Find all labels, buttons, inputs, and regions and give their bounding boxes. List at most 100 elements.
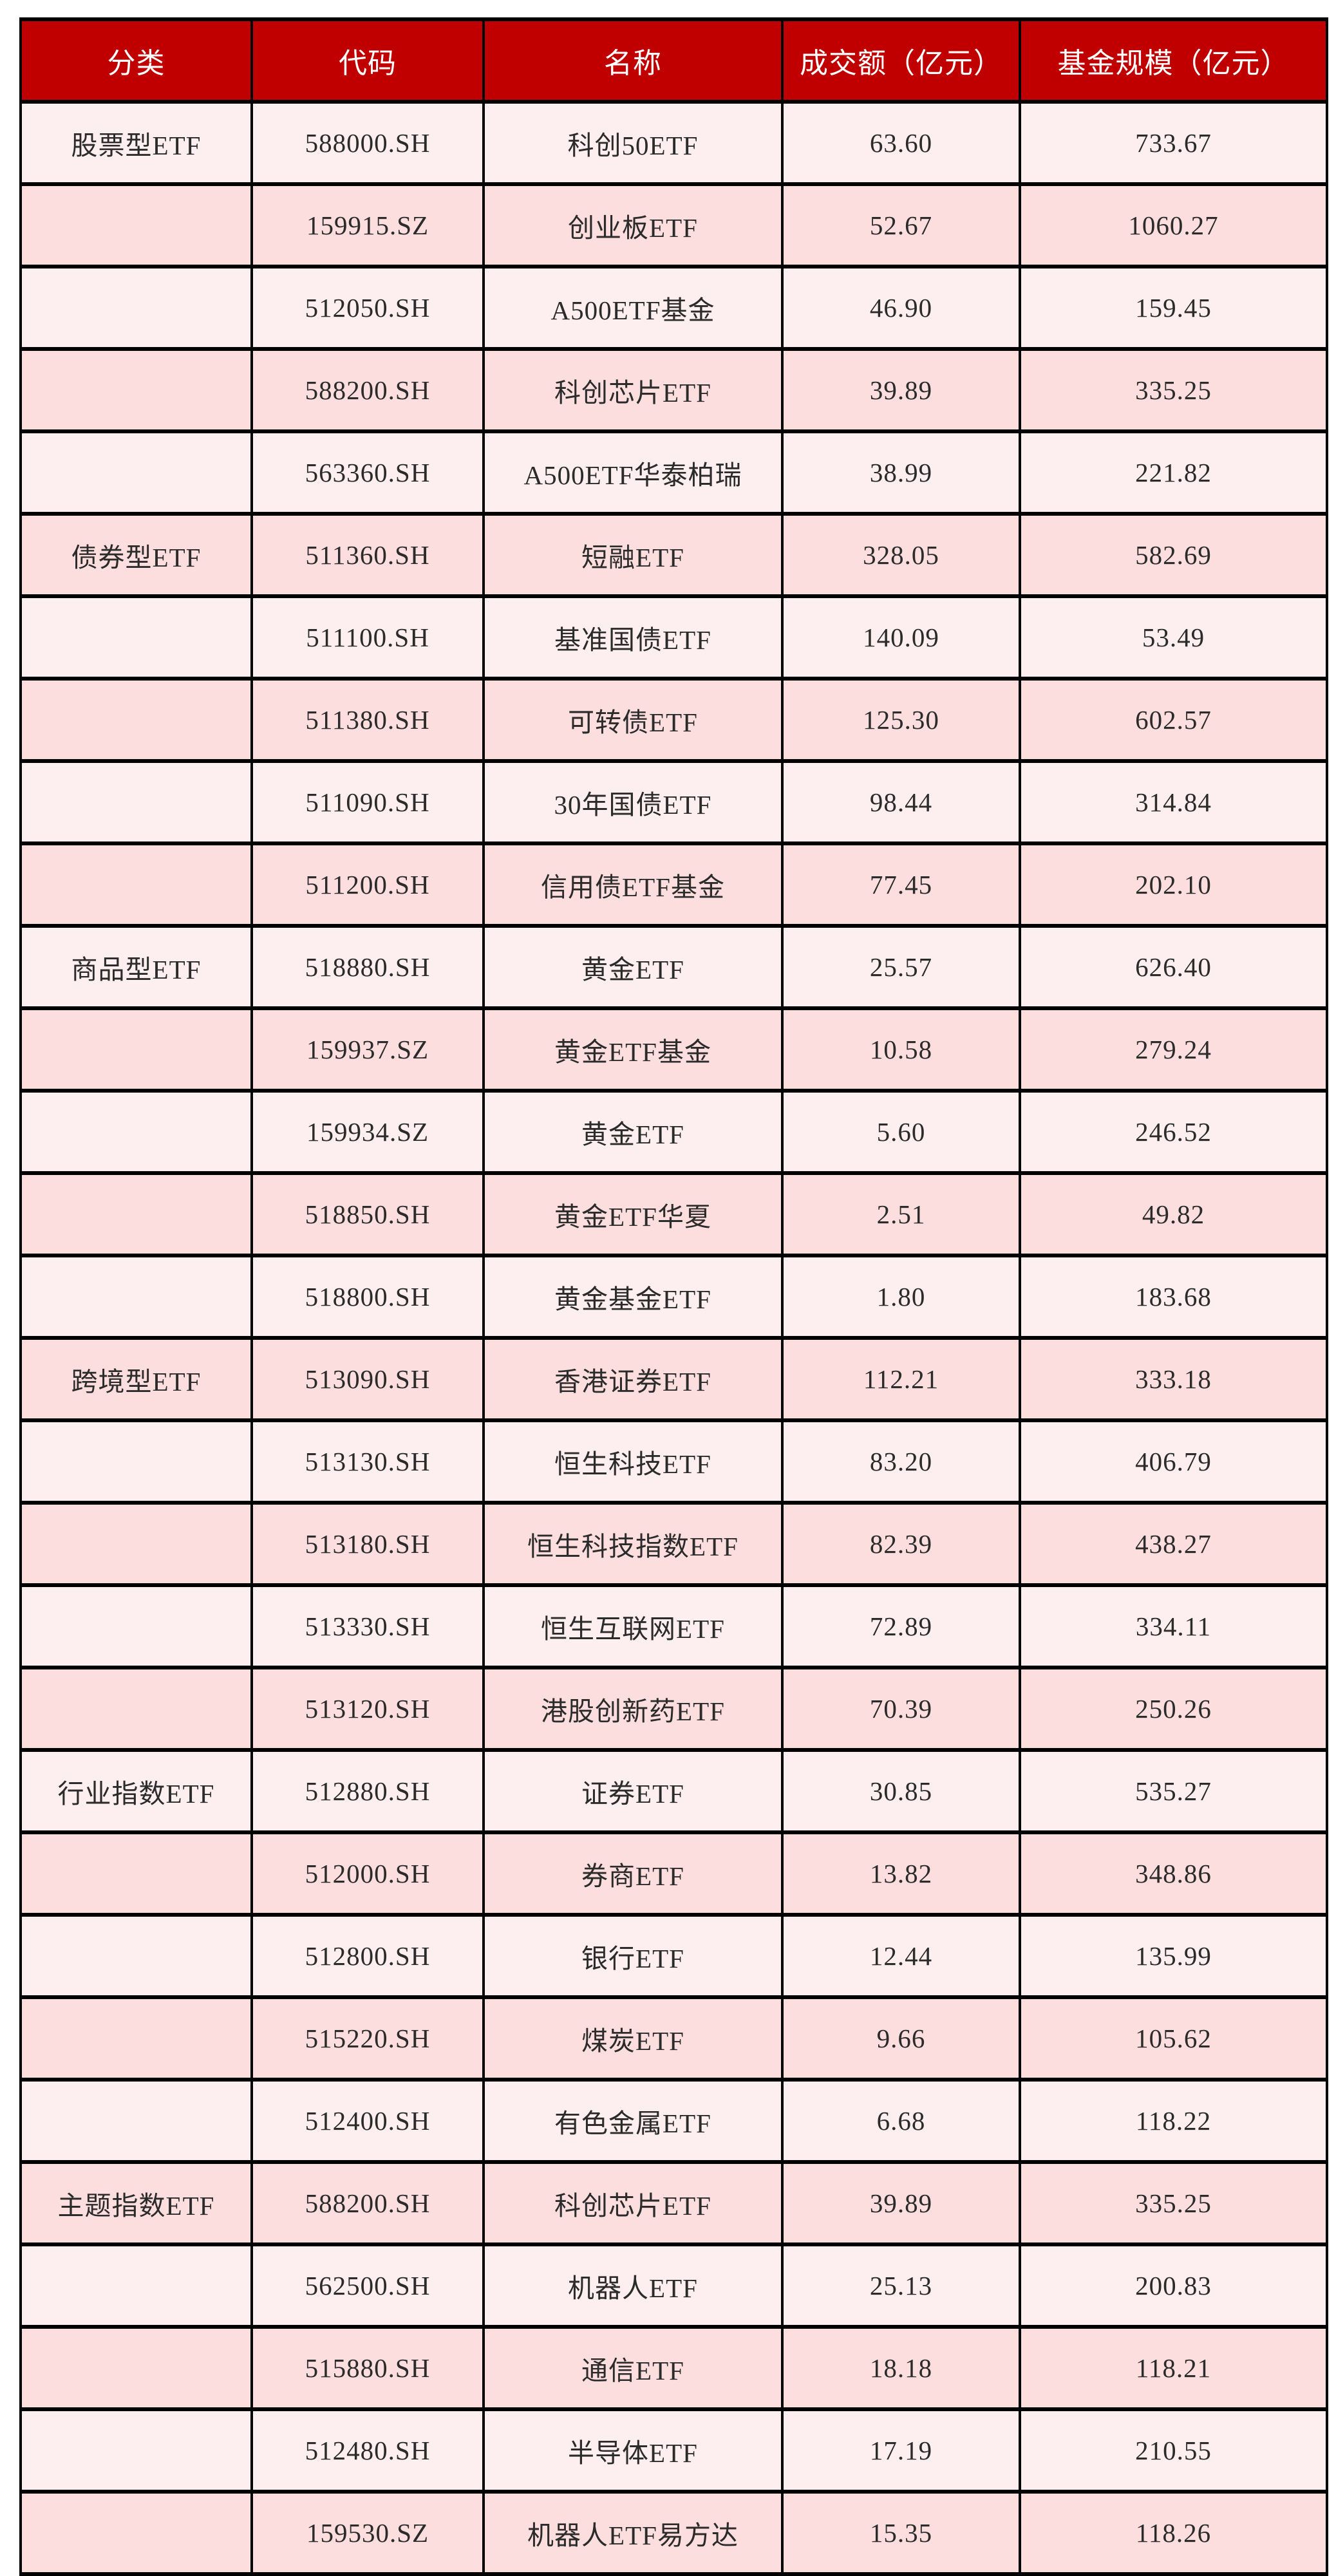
cell-name: A500ETF华泰柏瑞 [482, 429, 784, 516]
cell-code: 588200.SH [250, 347, 485, 433]
cell-fund-size: 135.99 [1019, 1913, 1328, 1999]
cell-code: 513180.SH [250, 1501, 485, 1587]
cell-code: 512000.SH [250, 1830, 485, 1917]
col-header-code: 代码 [250, 17, 485, 104]
cell-turnover: 6.68 [781, 2078, 1021, 2164]
cell-fund-size: 626.40 [1019, 924, 1328, 1010]
cell-code: 513090.SH [250, 1336, 485, 1422]
table-row: 512050.SH A500ETF基金 46.90 159.45 [19, 265, 1328, 351]
table-row: 513130.SH 恒生科技ETF 83.20 406.79 [19, 1418, 1328, 1505]
table-row: 518850.SH 黄金ETF华夏 2.51 49.82 [19, 1171, 1328, 1257]
cell-fund-size: 200.83 [1019, 2242, 1328, 2329]
cell-name: 黄金ETF基金 [482, 1006, 784, 1093]
cell-turnover: 46.90 [781, 265, 1021, 351]
table-row: 588200.SH 科创芯片ETF 39.89 335.25 [19, 347, 1328, 433]
cell-category: 商品型ETF [19, 924, 253, 1010]
table-row: 511380.SH 可转债ETF 125.30 602.57 [19, 677, 1328, 763]
cell-name: 可转债ETF [482, 677, 784, 763]
cell-category [19, 1254, 253, 1340]
table-row: 债券型ETF 511360.SH 短融ETF 328.05 582.69 [19, 512, 1328, 598]
table-row: 159934.SZ 黄金ETF 5.60 246.52 [19, 1089, 1328, 1175]
cell-name: 科创50ETF [482, 100, 784, 186]
etf-table-container: 分类 代码 名称 成交额（亿元） 基金规模（亿元） 股票型ETF 588000.… [19, 17, 1328, 2576]
cell-code: 159915.SZ [250, 182, 485, 268]
cell-category [19, 1995, 253, 2082]
table-row: 562500.SH 机器人ETF 25.13 200.83 [19, 2242, 1328, 2329]
cell-category [19, 2325, 253, 2411]
cell-turnover: 39.89 [781, 2160, 1021, 2246]
cell-name: 创业板ETF [482, 182, 784, 268]
cell-name: 半导体ETF [482, 2407, 784, 2494]
cell-turnover: 83.20 [781, 1418, 1021, 1505]
cell-category [19, 2407, 253, 2494]
etf-table: 分类 代码 名称 成交额（亿元） 基金规模（亿元） 股票型ETF 588000.… [19, 17, 1328, 2576]
cell-code: 159530.SZ [250, 2490, 485, 2576]
cell-turnover: 13.82 [781, 1830, 1021, 1917]
cell-fund-size: 535.27 [1019, 1748, 1328, 1834]
cell-name: 券商ETF [482, 1830, 784, 1917]
cell-fund-size: 279.24 [1019, 1006, 1328, 1093]
cell-category [19, 1006, 253, 1093]
cell-turnover: 15.35 [781, 2490, 1021, 2576]
cell-category [19, 265, 253, 351]
cell-fund-size: 406.79 [1019, 1418, 1328, 1505]
cell-fund-size: 602.57 [1019, 677, 1328, 763]
table-row: 511090.SH 30年国债ETF 98.44 314.84 [19, 759, 1328, 845]
cell-name: 恒生互联网ETF [482, 1583, 784, 1669]
table-row: 515220.SH 煤炭ETF 9.66 105.62 [19, 1995, 1328, 2082]
cell-code: 512400.SH [250, 2078, 485, 2164]
cell-turnover: 9.66 [781, 1995, 1021, 2082]
cell-fund-size: 210.55 [1019, 2407, 1328, 2494]
cell-code: 515220.SH [250, 1995, 485, 2082]
table-row: 512000.SH 券商ETF 13.82 348.86 [19, 1830, 1328, 1917]
cell-category [19, 1418, 253, 1505]
cell-code: 518800.SH [250, 1254, 485, 1340]
cell-category [19, 1171, 253, 1257]
cell-turnover: 63.60 [781, 100, 1021, 186]
cell-turnover: 39.89 [781, 347, 1021, 433]
cell-fund-size: 49.82 [1019, 1171, 1328, 1257]
cell-name: 30年国债ETF [482, 759, 784, 845]
cell-fund-size: 118.26 [1019, 2490, 1328, 2576]
cell-code: 513130.SH [250, 1418, 485, 1505]
col-header-turnover: 成交额（亿元） [781, 17, 1021, 104]
cell-category: 债券型ETF [19, 512, 253, 598]
cell-fund-size: 250.26 [1019, 1666, 1328, 1752]
table-row: 跨境型ETF 513090.SH 香港证券ETF 112.21 333.18 [19, 1336, 1328, 1422]
cell-fund-size: 314.84 [1019, 759, 1328, 845]
cell-fund-size: 733.67 [1019, 100, 1328, 186]
cell-category [19, 2078, 253, 2164]
cell-fund-size: 246.52 [1019, 1089, 1328, 1175]
cell-category [19, 2490, 253, 2576]
cell-name: 有色金属ETF [482, 2078, 784, 2164]
cell-fund-size: 183.68 [1019, 1254, 1328, 1340]
col-header-name: 名称 [482, 17, 784, 104]
cell-code: 511090.SH [250, 759, 485, 845]
cell-name: 基准国债ETF [482, 594, 784, 681]
cell-category [19, 1501, 253, 1587]
cell-turnover: 98.44 [781, 759, 1021, 845]
cell-fund-size: 118.22 [1019, 2078, 1328, 2164]
cell-fund-size: 1060.27 [1019, 182, 1328, 268]
cell-name: 证券ETF [482, 1748, 784, 1834]
cell-code: 511100.SH [250, 594, 485, 681]
cell-turnover: 72.89 [781, 1583, 1021, 1669]
cell-category [19, 347, 253, 433]
cell-name: 通信ETF [482, 2325, 784, 2411]
cell-name: 煤炭ETF [482, 1995, 784, 2082]
cell-code: 159934.SZ [250, 1089, 485, 1175]
cell-turnover: 2.51 [781, 1171, 1021, 1257]
cell-name: 短融ETF [482, 512, 784, 598]
cell-fund-size: 334.11 [1019, 1583, 1328, 1669]
table-row: 主题指数ETF 588200.SH 科创芯片ETF 39.89 335.25 [19, 2160, 1328, 2246]
cell-fund-size: 118.21 [1019, 2325, 1328, 2411]
cell-turnover: 25.13 [781, 2242, 1021, 2329]
table-row: 515880.SH 通信ETF 18.18 118.21 [19, 2325, 1328, 2411]
cell-name: 恒生科技ETF [482, 1418, 784, 1505]
cell-code: 518880.SH [250, 924, 485, 1010]
cell-name: 机器人ETF [482, 2242, 784, 2329]
cell-category: 股票型ETF [19, 100, 253, 186]
cell-turnover: 10.58 [781, 1006, 1021, 1093]
cell-name: 黄金ETF [482, 924, 784, 1010]
table-row: 159530.SZ 机器人ETF易方达 15.35 118.26 [19, 2490, 1328, 2576]
